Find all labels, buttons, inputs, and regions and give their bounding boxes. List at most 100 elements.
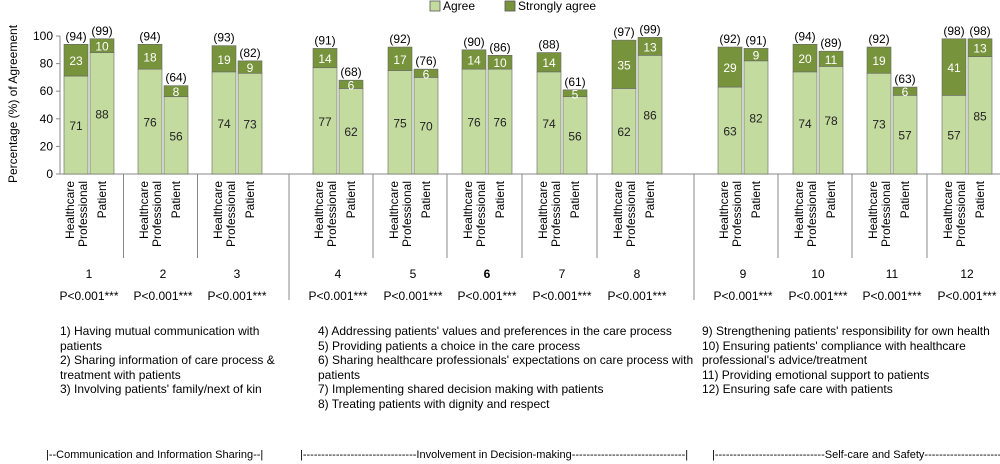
p-value-3: P<0.001*** — [207, 289, 266, 303]
bar-strongly-agree-patient-4 — [338, 79, 364, 89]
label-total-hp-4: (91) — [314, 33, 335, 47]
bar-strongly-agree-hp-12 — [941, 38, 967, 96]
label-agree-hp-1: 71 — [69, 119, 83, 133]
bar-label-healthcare-professional-4: HealthcareProfessional — [312, 181, 339, 247]
label-agree-patient-12: 85 — [973, 109, 987, 123]
bar-strongly-agree-hp-7 — [536, 52, 562, 73]
label-strongly-agree-patient-10: 11 — [825, 53, 838, 67]
bar-label-healthcare-professional-6: HealthcareProfessional — [461, 181, 488, 247]
legend-label-1: Agree — [443, 0, 475, 13]
label-agree-hp-2: 76 — [143, 116, 157, 130]
note-4: 4) Addressing patients' values and prefe… — [318, 324, 672, 338]
label-total-patient-2: (64) — [165, 71, 186, 85]
note-12: 12) Ensuring safe care with patients — [702, 382, 893, 396]
label-total-patient-6: (86) — [489, 40, 510, 54]
p-value-10: P<0.001*** — [788, 289, 847, 303]
category-number-9: 9 — [740, 267, 747, 281]
label-strongly-agree-patient-12: 13 — [973, 42, 987, 56]
bar-agree-hp-10 — [792, 71, 818, 175]
label-agree-patient-6: 76 — [493, 116, 507, 130]
label-agree-patient-11: 57 — [898, 129, 912, 143]
bar-agree-patient-7 — [562, 96, 588, 175]
label-strongly-agree-hp-7: 14 — [542, 56, 556, 70]
p-value-8: P<0.001*** — [607, 289, 666, 303]
label-agree-hp-4: 77 — [318, 115, 332, 129]
label-strongly-agree-patient-8: 13 — [643, 40, 657, 54]
label-strongly-agree-hp-8: 35 — [617, 58, 631, 72]
bar-strongly-agree-patient-1 — [89, 38, 115, 53]
label-total-hp-1: (94) — [65, 29, 86, 43]
bar-strongly-agree-hp-8 — [611, 39, 637, 89]
group1-notes: 1) Having mutual communication with pati… — [60, 324, 278, 397]
label-strongly-agree-hp-2: 18 — [143, 51, 157, 65]
bar-label-patient-8: Patient — [643, 180, 657, 218]
bar-label-patient-2: Patient — [169, 180, 183, 218]
label-strongly-agree-patient-9: 9 — [753, 49, 760, 63]
bar-label-line: Healthcare — [63, 181, 77, 239]
label-strongly-agree-hp-9: 29 — [723, 61, 737, 75]
label-agree-patient-10: 78 — [824, 114, 838, 128]
bar-label-line: Healthcare — [536, 181, 550, 239]
bar-label-line: Healthcare — [611, 181, 625, 239]
label-agree-patient-4: 62 — [344, 125, 358, 139]
label-strongly-agree-hp-3: 19 — [217, 53, 231, 67]
bar-agree-hp-8 — [611, 88, 637, 175]
label-agree-hp-8: 62 — [617, 125, 631, 139]
label-total-patient-9: (91) — [745, 33, 766, 47]
bar-label-patient-1: Patient — [95, 180, 109, 218]
bar-strongly-agree-patient-11 — [892, 86, 918, 96]
bar-agree-patient-5 — [413, 77, 439, 175]
bar-strongly-agree-hp-4 — [312, 48, 338, 69]
bar-label-line: Healthcare — [387, 181, 401, 239]
bar-label-healthcare-professional-12: HealthcareProfessional — [941, 181, 968, 247]
bar-agree-hp-3 — [211, 71, 237, 175]
p-value-9: P<0.001*** — [713, 289, 772, 303]
bar-strongly-agree-patient-12 — [967, 38, 993, 57]
bar-label-healthcare-professional-8: HealthcareProfessional — [611, 181, 638, 247]
p-value-12: P<0.001*** — [937, 289, 996, 303]
label-agree-hp-9: 63 — [723, 125, 737, 139]
label-strongly-agree-patient-1: 10 — [95, 40, 109, 54]
label-total-patient-10: (89) — [820, 36, 841, 50]
label-strongly-agree-hp-11: 19 — [872, 54, 886, 68]
y-tick-label: 80 — [40, 57, 54, 71]
label-strongly-agree-hp-12: 41 — [947, 61, 961, 75]
bar-label-line: Professional — [76, 181, 90, 247]
group2-notes: 4) Addressing patients' values and prefe… — [318, 324, 698, 411]
category-number-11: 11 — [886, 267, 899, 281]
bar-label-healthcare-professional-11: HealthcareProfessional — [866, 181, 893, 247]
note-8: 8) Treating patients with dignity and re… — [318, 396, 550, 411]
p-value-11: P<0.001*** — [862, 289, 921, 303]
category-number-4: 4 — [335, 267, 342, 281]
bar-label-line: Professional — [400, 181, 414, 247]
bar-strongly-agree-patient-3 — [237, 60, 263, 74]
label-agree-patient-7: 56 — [568, 129, 582, 143]
bar-strongly-agree-hp-3 — [211, 45, 237, 73]
p-value-7: P<0.001*** — [532, 289, 591, 303]
note-11: 11) Providing emotional support to patie… — [702, 367, 930, 382]
label-total-hp-11: (92) — [868, 32, 889, 46]
y-tick-label: 100 — [33, 29, 53, 43]
y-axis-label: Percentage (%) of Agreement — [6, 24, 20, 183]
label-total-patient-3: (82) — [239, 46, 260, 60]
label-total-hp-3: (93) — [213, 31, 234, 45]
label-total-hp-5: (92) — [389, 32, 410, 46]
note-10: 10) Ensuring patients' compliance with h… — [702, 338, 966, 368]
stacked-bar-chart: Agree Strongly agree Percentage (%) of Agr… — [6, 0, 1000, 303]
label-strongly-agree-hp-1: 23 — [69, 54, 83, 68]
bar-strongly-agree-patient-6 — [487, 55, 513, 70]
label-total-patient-8: (99) — [639, 22, 660, 36]
bar-label-line: Healthcare — [717, 181, 731, 239]
label-total-hp-2: (94) — [139, 29, 160, 43]
bar-label-line: Professional — [879, 181, 893, 247]
note-9: 9) Strengthening patients' responsibilit… — [702, 324, 990, 338]
label-agree-hp-12: 57 — [947, 129, 961, 143]
label-strongly-agree-patient-11: 6 — [902, 85, 909, 99]
label-agree-patient-2: 56 — [169, 129, 183, 143]
p-value-2: P<0.001*** — [133, 289, 192, 303]
label-total-hp-7: (88) — [538, 38, 559, 52]
label-agree-hp-10: 74 — [798, 117, 812, 131]
bar-label-healthcare-professional-10: HealthcareProfessional — [792, 181, 819, 247]
label-strongly-agree-patient-2: 8 — [173, 85, 180, 99]
bar-label-line: Healthcare — [866, 181, 880, 239]
